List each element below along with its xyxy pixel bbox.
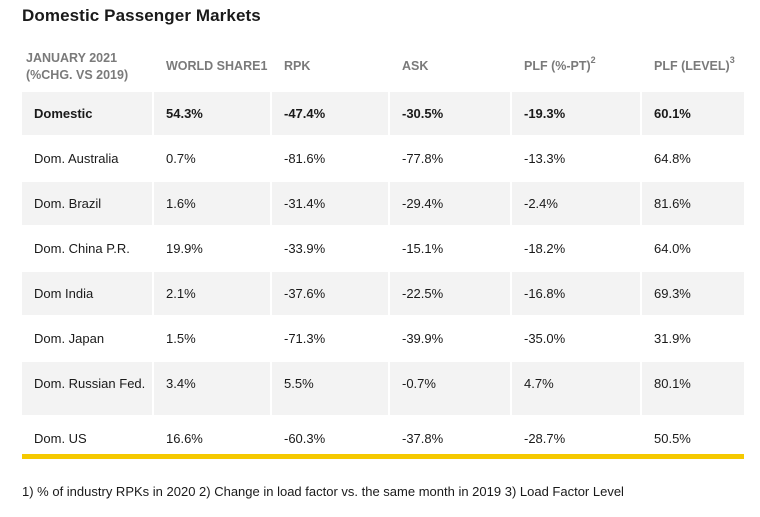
table-cell: 2.1% xyxy=(154,272,272,315)
table-cell: 16.6% xyxy=(154,417,272,460)
table-cell: -37.8% xyxy=(390,417,512,460)
table-cell: 80.1% xyxy=(654,376,691,391)
table-cell: -39.9% xyxy=(390,317,512,360)
table-cell: 81.6% xyxy=(654,196,691,211)
domestic-markets-table: JANUARY 2021 (%CHG. VS 2019) WORLD SHARE1… xyxy=(22,46,744,462)
table-header-row: JANUARY 2021 (%CHG. VS 2019) WORLD SHARE1… xyxy=(22,46,744,92)
table-cell: -0.7% xyxy=(390,362,512,415)
table-cell: 64.8% xyxy=(654,151,691,166)
table-row: Dom. Brazil 1.6% -31.4% -29.4% -2.4% 81.… xyxy=(22,182,744,227)
table-cell: -81.6% xyxy=(272,137,390,180)
table-cell: 5.5% xyxy=(272,362,390,415)
header-cell: PLF (LEVEL)3 xyxy=(642,46,744,90)
accent-divider xyxy=(22,454,744,459)
table-cell: 1.6% xyxy=(154,182,272,225)
table-row: Dom. US 16.6% -60.3% -37.8% -28.7% 50.5% xyxy=(22,417,744,462)
table-row: Dom. Australia 0.7% -81.6% -77.8% -13.3%… xyxy=(22,137,744,182)
table-cell: -15.1% xyxy=(390,227,512,270)
footnotes: 1) % of industry RPKs in 2020 2) Change … xyxy=(22,484,624,499)
table-row: Dom. Russian Fed. 3.4% 5.5% -0.7% 4.7% 8… xyxy=(22,362,744,417)
row-label: Dom. US xyxy=(22,417,154,460)
table-cell: -47.4% xyxy=(272,92,390,135)
table-cell: -71.3% xyxy=(272,317,390,360)
table-cell: 69.3% xyxy=(654,286,691,301)
header-cell: JANUARY 2021 (%CHG. VS 2019) xyxy=(22,46,154,90)
row-label: Dom. Australia xyxy=(22,137,154,180)
table-cell: 64.0% xyxy=(654,241,691,256)
table-cell: 0.7% xyxy=(154,137,272,180)
row-label: Dom India xyxy=(22,272,154,315)
table-row: Dom India 2.1% -37.6% -22.5% -16.8% 69.3… xyxy=(22,272,744,317)
table-cell: -19.3% xyxy=(512,92,642,135)
table-cell: -37.6% xyxy=(272,272,390,315)
table-cell: 50.5% xyxy=(654,431,691,446)
table-cell: 4.7% xyxy=(512,362,642,415)
row-label: Dom. Russian Fed. xyxy=(22,362,154,415)
header-cell: WORLD SHARE1 xyxy=(154,46,272,90)
table-cell: -33.9% xyxy=(272,227,390,270)
table-cell: -77.8% xyxy=(390,137,512,180)
table-cell: 19.9% xyxy=(154,227,272,270)
header-cell: ASK xyxy=(390,46,512,90)
table-cell: -13.3% xyxy=(512,137,642,180)
table-cell: 54.3% xyxy=(154,92,272,135)
table-row: Dom. China P.R. 19.9% -33.9% -15.1% -18.… xyxy=(22,227,744,272)
table-cell: -18.2% xyxy=(512,227,642,270)
table-cell: -30.5% xyxy=(390,92,512,135)
table-cell: -60.3% xyxy=(272,417,390,460)
table-cell: -22.5% xyxy=(390,272,512,315)
header-cell: RPK xyxy=(272,46,390,90)
table-cell: 3.4% xyxy=(154,362,272,415)
page-title: Domestic Passenger Markets xyxy=(22,6,261,25)
table-cell: -31.4% xyxy=(272,182,390,225)
table-cell: -28.7% xyxy=(512,417,642,460)
row-label: Dom. Japan xyxy=(22,317,154,360)
row-label: Domestic xyxy=(22,92,154,135)
table-cell: 60.1% xyxy=(654,106,691,121)
header-cell: PLF (%-PT)2 xyxy=(512,46,642,90)
table-cell: -29.4% xyxy=(390,182,512,225)
table-cell: 31.9% xyxy=(654,331,691,346)
table-row: Dom. Japan 1.5% -71.3% -39.9% -35.0% 31.… xyxy=(22,317,744,362)
row-label: Dom. China P.R. xyxy=(22,227,154,270)
table-row: Domestic 54.3% -47.4% -30.5% -19.3% 60.1… xyxy=(22,92,744,137)
table-cell: -2.4% xyxy=(512,182,642,225)
table-cell: -16.8% xyxy=(512,272,642,315)
table-cell: -35.0% xyxy=(512,317,642,360)
table-cell: 1.5% xyxy=(154,317,272,360)
row-label: Dom. Brazil xyxy=(22,182,154,225)
